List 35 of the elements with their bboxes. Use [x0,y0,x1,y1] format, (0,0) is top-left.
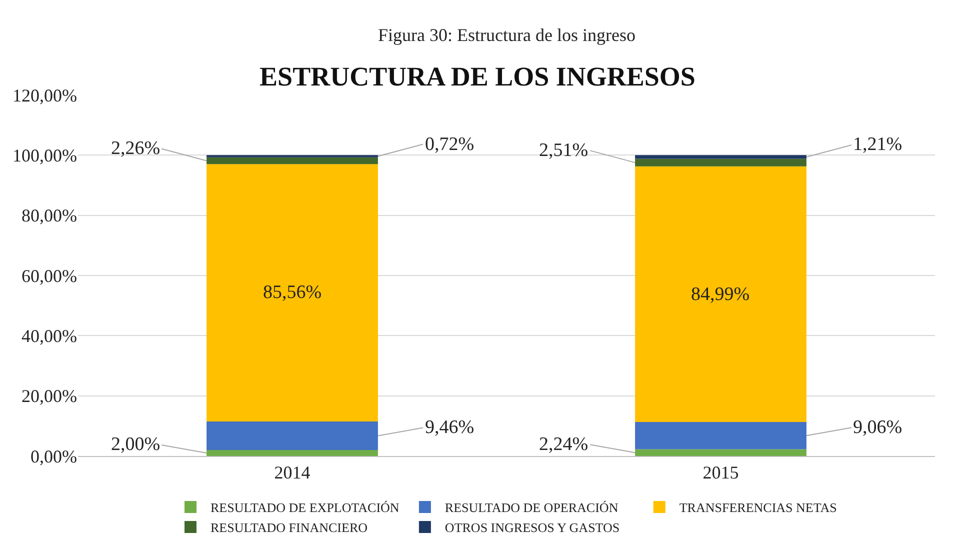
bar [635,422,806,450]
y-tick-label: 100,00% [12,145,77,166]
data-label: 85,56% [263,282,322,303]
bar [206,164,378,422]
bar [635,166,806,422]
data-label: 0,72% [425,134,474,155]
y-tick-label: 20,00% [22,386,77,406]
data-label: 1,21% [853,134,902,155]
bar [635,449,806,456]
data-label: 84,99% [691,284,750,305]
legend-label: RESULTADO DE EXPLOTACIÓN [210,500,400,516]
bar [635,155,806,159]
chart-title: ESTRUCTURA DE LOS INGRESOS [260,61,696,92]
data-label: 2,00% [111,434,160,455]
legend-label: OTROS INGRESOS Y GASTOS [444,520,620,536]
x-tick-label: 2015 [702,462,739,483]
data-label: 2,26% [111,138,160,159]
legend-label: RESULTADO FINANCIERO [210,520,368,536]
data-label: 2,51% [539,140,588,161]
y-tick-label: 120,00% [12,85,77,106]
text: Figura 30: Estructura de los ingreso [378,25,636,45]
bar [206,157,378,164]
data-label: 2,24% [539,434,588,455]
bar [206,422,378,450]
legend-label: TRANSFERENCIAS NETAS [679,500,837,516]
bar [635,158,806,166]
y-tick-label: 40,00% [22,326,77,346]
x-tick-label: 2014 [274,462,310,483]
data-label: 9,46% [425,417,474,438]
y-tick-label: 0,00% [30,446,77,466]
bar [206,450,378,456]
data-label: 9,06% [853,417,902,438]
y-tick-label: 60,00% [22,266,77,286]
y-tick-label: 80,00% [22,206,77,226]
legend-label: RESULTADO DE OPERACIÓN [444,500,619,516]
